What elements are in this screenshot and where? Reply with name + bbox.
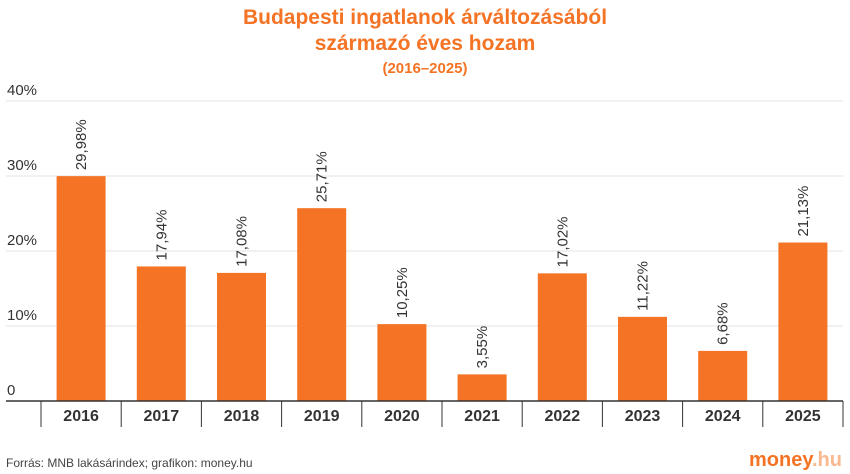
brand-suffix: .hu (812, 449, 842, 471)
source-note: Forrás: MNB lakásárindex; grafikon: mone… (6, 456, 253, 470)
data-label: 29,98% (73, 119, 90, 170)
y-tick-label: 10% (7, 307, 37, 324)
x-tick-label: 2024 (705, 408, 741, 425)
brand-logo: money.hu (749, 449, 842, 471)
data-label: 6,68% (715, 302, 732, 345)
bar (618, 316, 667, 401)
bar (136, 266, 186, 401)
x-tick-label: 2016 (63, 408, 99, 425)
chart-title-line-2: származó éves hozam (315, 32, 536, 55)
y-tick-label: 30% (7, 157, 37, 174)
data-label: 25,71% (314, 151, 331, 202)
x-tick-label: 2022 (545, 408, 581, 425)
bar (297, 208, 347, 401)
y-tick-label: 40% (7, 82, 37, 99)
x-tick-label: 2023 (625, 408, 661, 425)
y-tick-label: 0 (7, 382, 15, 399)
bar (377, 324, 427, 401)
bar (56, 176, 106, 401)
x-tick-label: 2020 (384, 408, 420, 425)
x-axis: 2016 2017 2018 2019 2020 2021 2022 2023 2024 2025 (6, 400, 844, 427)
data-label: 10,25% (394, 267, 411, 318)
chart-title-line-1: Budapesti ingatlanok árváltozásából (243, 6, 607, 29)
data-label: 11,22% (635, 261, 652, 311)
brand-name: money (749, 449, 814, 471)
x-tick-label: 2018 (224, 408, 260, 425)
chart-subtitle: (2016–2025) (382, 60, 467, 77)
bars (56, 176, 828, 401)
data-labels: 29,98% 17,94% 17,08% 25,71% 10,25% 3,55% 17,02… (73, 119, 812, 368)
bar (457, 374, 507, 401)
bar (217, 272, 266, 401)
grid: 0 10% 20% 30% 40% (6, 82, 843, 399)
bar (698, 350, 748, 401)
bar (537, 273, 587, 401)
data-label: 17,94% (153, 210, 170, 261)
x-tick-label: 2025 (785, 408, 821, 425)
bar (778, 242, 828, 401)
data-label: 17,02% (554, 216, 571, 267)
data-label: 17,08% (234, 216, 251, 267)
y-tick-label: 20% (7, 232, 37, 249)
x-tick-label: 2017 (144, 408, 180, 425)
data-label: 21,13% (795, 186, 812, 237)
x-tick-label: 2021 (464, 408, 500, 425)
data-label: 3,55% (474, 326, 491, 369)
x-tick-label: 2019 (304, 408, 340, 425)
